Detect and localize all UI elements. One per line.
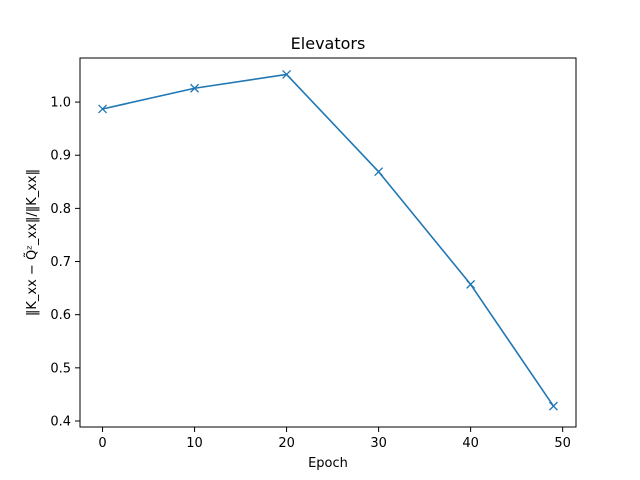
y-axis-label: ‖K_xx − Q̃ᶻ_xx‖/‖K_xx‖ (25, 169, 40, 316)
y-tick-label: 0.9 (50, 149, 71, 164)
y-tick-label: 0.4 (50, 414, 71, 429)
x-axis-label: Epoch (308, 456, 348, 471)
y-tick-label: 1.0 (50, 96, 71, 111)
data-point-marker (374, 167, 384, 177)
axis-ticks: 0 10 20 30 40 50 0.4 0.5 0.6 0.7 0.8 0.9 1.0 (50, 96, 571, 451)
x-tick-label: 20 (278, 436, 295, 451)
y-tick-label: 0.7 (50, 255, 71, 270)
series-line (102, 73, 555, 407)
y-tick-label: 0.6 (50, 308, 71, 323)
y-tick-label: 0.8 (50, 202, 71, 217)
axes-frame (79, 57, 577, 428)
x-tick-label: 40 (462, 436, 479, 451)
plot-area (98, 69, 558, 411)
y-tick-label: 0.5 (50, 361, 71, 376)
data-point-marker (282, 69, 292, 79)
chart-title: Elevators (291, 34, 366, 53)
x-tick-label: 50 (554, 436, 571, 451)
data-point-marker (98, 104, 108, 114)
x-tick-label: 10 (186, 436, 203, 451)
data-point-marker (548, 401, 558, 411)
data-point-marker (466, 279, 476, 289)
data-point-marker (190, 83, 200, 93)
x-tick-label: 0 (98, 436, 106, 451)
x-tick-label: 30 (370, 436, 387, 451)
